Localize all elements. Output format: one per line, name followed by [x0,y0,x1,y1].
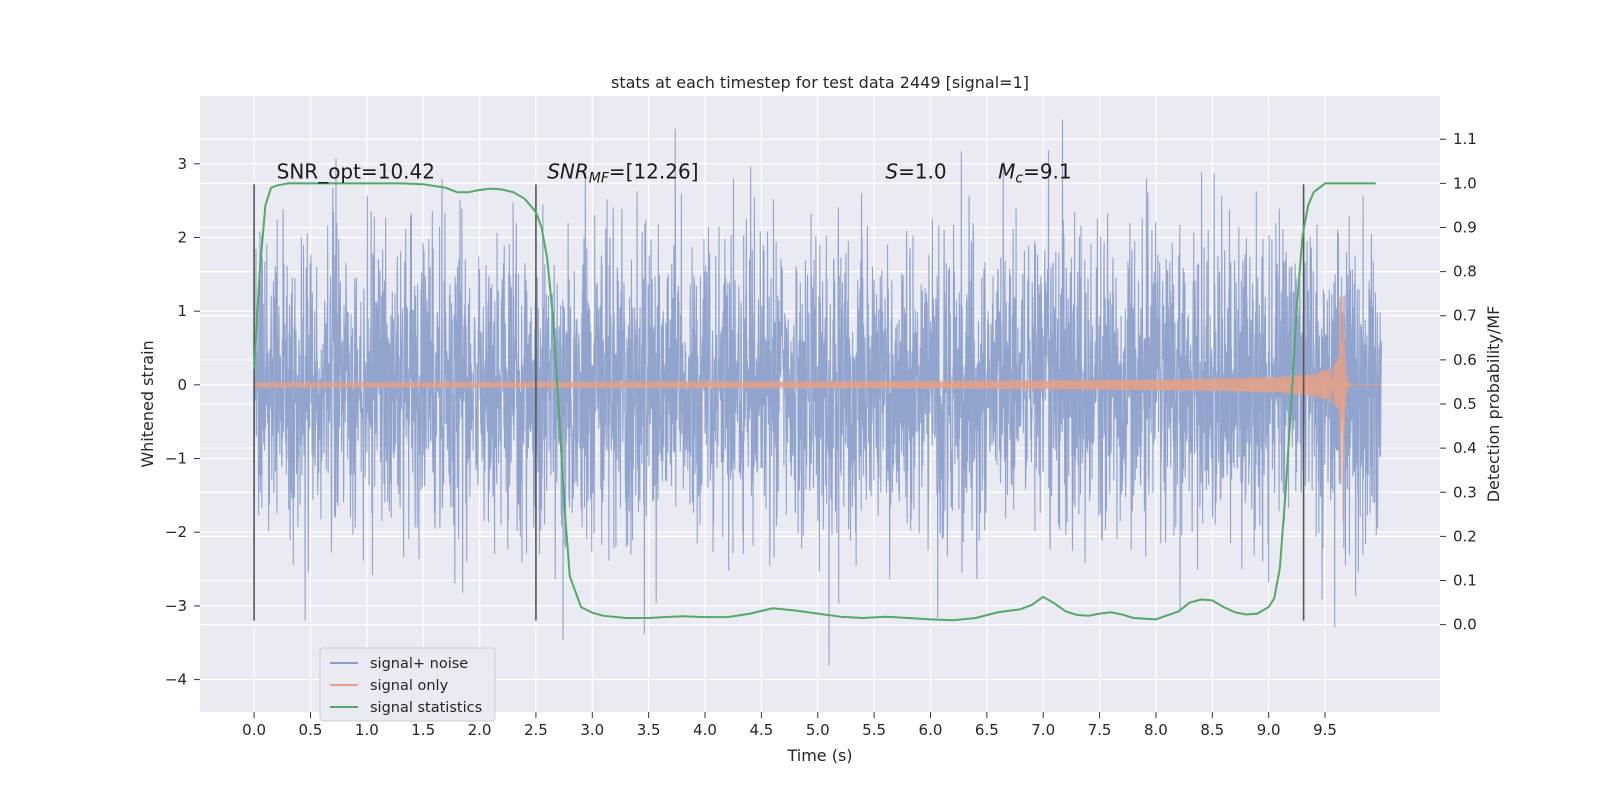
x-tick-19: 9.5 [1313,721,1337,739]
x-tick-17: 8.5 [1200,721,1224,739]
legend: signal+ noise signal only signal statist… [319,647,496,722]
x-tick-5: 2.5 [524,721,548,739]
x-axis-label: Time (s) [786,746,852,765]
y2-tick-10: 0.1 [1453,572,1477,590]
legend-label-signal-only: signal only [370,678,449,694]
x-tick-8: 4.0 [693,721,717,739]
y2-tick-7: 0.4 [1453,439,1477,457]
x-tick-9: 4.5 [749,721,773,739]
x-tick-3: 1.5 [411,721,435,739]
series-signal-statistics [253,182,1376,622]
y2-axis-label: Detection probability/MF [1484,306,1503,503]
statistics-line [253,182,1376,622]
x-tick-13: 6.5 [975,721,999,739]
y2-tick-9: 0.2 [1453,527,1477,545]
x-tick-6: 3.0 [580,721,604,739]
y2-tick-11: 0.0 [1453,616,1477,634]
y-tick-7: −4 [165,671,187,689]
annotation-2-main: S [885,160,898,184]
y2-tick-0: 1.1 [1453,130,1477,148]
annotation-1-main: SNR [547,160,589,184]
y-tick-6: −3 [165,597,187,615]
x-tick-12: 6.0 [919,721,943,739]
annotation-3: Mc=9.1 [998,160,1072,187]
y2-tick-8: 0.3 [1453,483,1477,501]
x-tick-7: 3.5 [637,721,661,739]
signal-trace [253,296,1382,522]
y-axis-label: Whitened strain [138,340,157,467]
y-tick-3: 0 [177,376,187,394]
legend-label-signal-statistics: signal statistics [370,700,482,716]
series-signal-noise [253,119,1382,666]
x-tick-11: 5.5 [862,721,886,739]
x-tick-4: 2.0 [468,721,492,739]
x-tick-2: 1.0 [355,721,379,739]
y2-tick-1: 1.0 [1453,174,1477,192]
x-tick-0: 0.0 [242,721,266,739]
annotation-2: S=1.0 [885,160,946,184]
y2-tick-3: 0.8 [1453,263,1477,281]
chart-title: stats at each timestep for test data 244… [611,73,1029,92]
series-signal-only [253,296,1382,522]
annotation-2-tail: =1.0 [898,160,947,184]
annotation-1-sub: MF [589,171,610,187]
y-tick-1: 2 [177,228,187,246]
annotation-1: SNRMF=[12.26] [547,160,698,187]
annotation-3-main: M [998,160,1015,184]
x-tick-18: 9.0 [1257,721,1281,739]
y2-tick-6: 0.5 [1453,395,1477,413]
x-tick-1: 0.5 [299,721,323,739]
y-tick-0: 3 [177,155,187,173]
legend-label-signal-noise: signal+ noise [370,656,468,672]
y-tick-5: −2 [165,523,187,541]
annotation-3-tail: =9.1 [1023,160,1072,184]
annotation-0: SNR_opt=10.42 [277,160,435,184]
y2-tick-5: 0.6 [1453,351,1477,369]
legend-box [319,647,496,722]
y2-tick-4: 0.7 [1453,307,1477,325]
noise-trace [253,119,1382,666]
vertical-markers [253,184,1305,621]
ticks: 0.0 0.5 1.0 1.5 2.0 2.5 3.0 3.5 4.0 4.5 5.0 5.5 6.0 6… [165,130,1477,739]
x-tick-16: 8.0 [1144,721,1168,739]
x-tick-14: 7.0 [1031,721,1055,739]
x-tick-10: 5.0 [806,721,830,739]
annotation-3-sub: c [1015,171,1023,187]
x-tick-15: 7.5 [1088,721,1112,739]
y2-tick-2: 0.9 [1453,218,1477,236]
y-tick-2: 1 [177,302,187,320]
annotations: SNR_opt=10.42 SNRMF=[12.26] S=1.0 Mc=9.1 [277,160,1072,187]
annotation-1-tail: =[12.26] [609,160,699,184]
y-tick-4: −1 [165,450,187,468]
